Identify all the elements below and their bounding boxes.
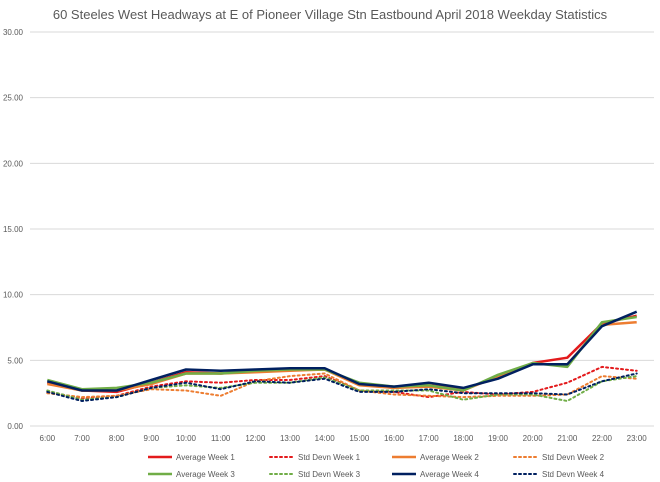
legend-label: Average Week 2 — [420, 453, 479, 462]
legend-label: Average Week 4 — [420, 470, 479, 479]
x-tick-label: 7:00 — [74, 434, 90, 443]
x-tick-label: 6:00 — [40, 434, 56, 443]
series-lines — [46, 310, 638, 402]
y-tick-label: 25.00 — [3, 94, 24, 103]
x-tick-label: 9:00 — [144, 434, 160, 443]
x-tick-label: 13:00 — [280, 434, 301, 443]
legend-label: Std Devn Week 2 — [542, 453, 605, 462]
y-tick-label: 10.00 — [3, 291, 24, 300]
series-line-std-devn-week-1 — [46, 365, 638, 400]
legend-label: Average Week 3 — [176, 470, 235, 479]
series-line-average-week-4 — [46, 310, 638, 392]
x-tick-label: 22:00 — [592, 434, 613, 443]
series-line-average-week-3 — [46, 315, 637, 392]
x-tick-label: 15:00 — [349, 434, 370, 443]
y-tick-label: 5.00 — [7, 356, 23, 365]
legend-label: Average Week 1 — [176, 453, 235, 462]
series-line-std-devn-week-4 — [46, 372, 638, 402]
series-line-std-devn-week-3 — [46, 375, 638, 402]
x-tick-label: 21:00 — [557, 434, 578, 443]
x-axis-tick-labels: 6:00 7:00 8:00 9:00 10:00 11:00 12:00 13:00 14:0… — [40, 434, 648, 443]
x-tick-label: 10:00 — [176, 434, 197, 443]
x-tick-label: 8:00 — [109, 434, 125, 443]
series-line-std-devn-week-2 — [46, 372, 638, 399]
chart-title: 60 Steeles West Headways at E of Pioneer… — [53, 7, 608, 22]
legend: Average Week 1 Std Devn Week 1 Average Wee… — [148, 453, 605, 479]
x-tick-label: 17:00 — [419, 434, 440, 443]
series-line-average-week-1 — [47, 314, 637, 394]
x-tick-label: 14:00 — [315, 434, 336, 443]
x-tick-label: 18:00 — [453, 434, 474, 443]
x-tick-label: 20:00 — [523, 434, 544, 443]
x-tick-label: 11:00 — [211, 434, 231, 443]
y-tick-label: 15.00 — [3, 225, 24, 234]
x-tick-label: 19:00 — [488, 434, 509, 443]
legend-label: Std Devn Week 1 — [298, 453, 361, 462]
x-tick-label: 16:00 — [384, 434, 405, 443]
y-axis-tick-labels: 0.00 5.00 10.00 15.00 20.00 25.00 30.00 — [3, 28, 24, 431]
x-tick-label: 23:00 — [627, 434, 648, 443]
legend-label: Std Devn Week 4 — [542, 470, 605, 479]
legend-label: Std Devn Week 3 — [298, 470, 361, 479]
y-tick-label: 30.00 — [3, 28, 24, 37]
series-line-average-week-2 — [47, 320, 637, 392]
x-tick-label: 12:00 — [245, 434, 266, 443]
y-tick-label: 20.00 — [3, 159, 24, 168]
gridlines — [30, 31, 654, 427]
y-tick-label: 0.00 — [7, 422, 23, 431]
